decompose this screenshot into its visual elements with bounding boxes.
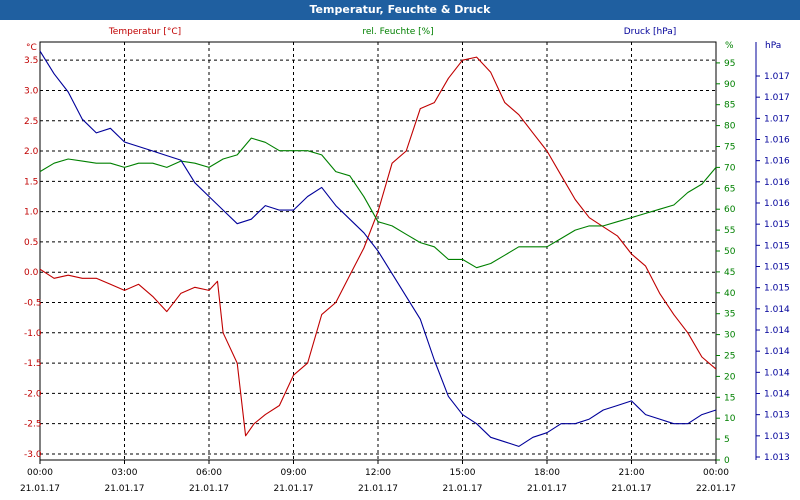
pressure-tick-label: 1.013	[764, 432, 790, 442]
pressure-tick-label: 1.014	[764, 368, 790, 378]
pressure-tick-label: 1.015	[764, 284, 790, 294]
x-tick-date: 21.01.17	[189, 484, 229, 494]
temperature-tick-label: 3.5	[24, 56, 38, 66]
pressure-tick-label: 1.016	[764, 178, 790, 188]
humidity-tick-label: 70	[724, 163, 736, 173]
humidity-tick-label: 40	[724, 289, 736, 299]
temperature-tick-label: 1.0	[24, 208, 39, 218]
temperature-tick-label: 1.5	[24, 177, 38, 187]
humidity-tick-label: 90	[724, 80, 736, 90]
x-tick-date: 21.01.17	[611, 484, 651, 494]
pressure-unit: hPa	[765, 41, 781, 51]
humidity-tick-label: 15	[724, 393, 735, 403]
humidity-tick-label: 85	[724, 101, 735, 111]
pressure-tick-label: 1.016	[764, 199, 790, 209]
pressure-tick-label: 1.017	[764, 72, 790, 82]
temperature-tick-label: 0.5	[24, 238, 38, 248]
pressure-tick-label: 1.014	[764, 326, 790, 336]
humidity-tick-label: 10	[724, 414, 736, 424]
x-tick-date: 21.01.17	[358, 484, 398, 494]
temperature-axis-label: Temperatur [°C]	[108, 27, 181, 37]
humidity-unit: %	[725, 41, 734, 51]
pressure-tick-label: 1.013	[764, 453, 790, 463]
temperature-tick-label: -2.5	[24, 420, 42, 430]
humidity-axis-label: rel. Feuchte [%]	[362, 27, 433, 37]
x-tick-date: 21.01.17	[20, 484, 60, 494]
x-tick-time: 03:00	[112, 468, 138, 478]
pressure-tick-label: 1.013	[764, 411, 790, 421]
x-tick-time: 00:00	[27, 468, 53, 478]
humidity-tick-label: 35	[724, 310, 735, 320]
pressure-tick-label: 1.014	[764, 347, 790, 357]
series-line-temperature	[39, 56, 717, 437]
humidity-tick-label: 95	[724, 59, 735, 69]
humidity-tick-label: 20	[724, 372, 736, 382]
x-tick-time: 15:00	[450, 468, 476, 478]
humidity-tick-label: 30	[724, 331, 736, 341]
temperature-tick-label: 3.0	[24, 86, 39, 96]
temperature-tick-label: -1.5	[24, 359, 42, 369]
series-line-humidity	[39, 137, 717, 269]
temperature-tick-label: 0.0	[24, 268, 39, 278]
chart: Temperatur [°C] rel. Feuchte [%] Druck […	[0, 20, 800, 500]
temperature-tick-label: 2.5	[24, 117, 38, 127]
x-tick-date: 21.01.17	[527, 484, 567, 494]
tick-labels: 00:00 21.01.17 03:00 21.01.17 06:00 21.01.17 0…	[20, 42, 790, 494]
x-tick-date: 22.01.17	[696, 484, 736, 494]
x-tick-time: 12:00	[365, 468, 391, 478]
pressure-tick-label: 1.017	[764, 114, 790, 124]
x-tick-time: 18:00	[534, 468, 560, 478]
series-line-pressure	[39, 50, 717, 447]
pressure-tick-label: 1.015	[764, 220, 790, 230]
window-title: Temperatur, Feuchte & Druck	[0, 0, 800, 20]
pressure-tick-label: 1.014	[764, 390, 790, 400]
series-lines	[39, 50, 717, 447]
pressure-tick-label: 1.016	[764, 157, 790, 167]
pressure-axis-label: Druck [hPa]	[624, 27, 677, 37]
chart-background	[0, 20, 800, 500]
humidity-tick-label: 45	[724, 268, 735, 278]
x-tick-time: 00:00	[703, 468, 729, 478]
humidity-tick-label: 80	[724, 122, 736, 132]
x-tick-time: 09:00	[281, 468, 307, 478]
humidity-tick-label: 5	[724, 435, 730, 445]
x-tick-date: 21.01.17	[104, 484, 144, 494]
temperature-unit: °C	[26, 43, 37, 53]
x-tick-date: 21.01.17	[273, 484, 313, 494]
pressure-tick-label: 1.017	[764, 93, 790, 103]
humidity-tick-label: 65	[724, 184, 735, 194]
temperature-tick-label: -2.0	[24, 389, 42, 399]
humidity-tick-label: 25	[724, 352, 735, 362]
pressure-tick-label: 1.016	[764, 136, 790, 146]
humidity-tick-label: 0	[724, 456, 730, 466]
pressure-tick-label: 1.015	[764, 263, 790, 273]
humidity-tick-label: 50	[724, 247, 736, 257]
temperature-tick-label: -3.0	[24, 450, 42, 460]
humidity-tick-label: 75	[724, 143, 735, 153]
temperature-tick-label: -0.5	[24, 298, 42, 308]
humidity-tick-label: 60	[724, 205, 736, 215]
temperature-tick-label: 2.0	[24, 147, 39, 157]
x-tick-date: 21.01.17	[442, 484, 482, 494]
x-tick-time: 21:00	[619, 468, 645, 478]
temperature-tick-label: -1.0	[24, 329, 42, 339]
x-tick-time: 06:00	[196, 468, 222, 478]
pressure-tick-label: 1.014	[764, 305, 790, 315]
humidity-tick-label: 55	[724, 226, 735, 236]
pressure-tick-label: 1.015	[764, 241, 790, 251]
